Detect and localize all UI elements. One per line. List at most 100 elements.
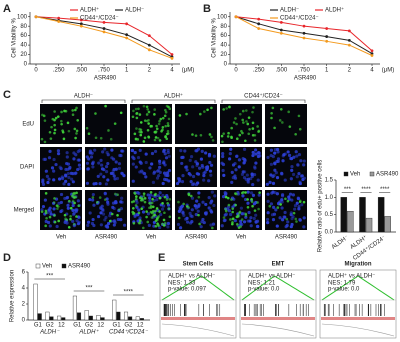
point [302, 24, 306, 28]
cell [158, 225, 162, 230]
cell [241, 118, 245, 122]
cell [112, 206, 116, 211]
cell [67, 129, 71, 133]
cell [290, 198, 294, 202]
cell [163, 152, 167, 156]
cell [91, 217, 95, 222]
cell [65, 195, 70, 200]
x-tick-label: G1 [73, 323, 82, 329]
cell [251, 150, 255, 155]
cell [50, 166, 55, 170]
cell [271, 106, 275, 110]
cell [48, 206, 52, 210]
cell [292, 211, 296, 215]
legend-label: Veh [350, 172, 360, 178]
cell [208, 133, 212, 136]
point [102, 30, 106, 34]
cell [113, 221, 117, 225]
legend-label: ASR490 [376, 172, 399, 178]
group-label: CD44⁺/CD24⁻ [109, 329, 149, 336]
cell [258, 191, 261, 194]
cell [92, 203, 96, 207]
cell [98, 181, 102, 186]
cell [44, 211, 48, 215]
cell [194, 183, 199, 187]
cell [155, 217, 159, 220]
bar [37, 313, 42, 321]
cell [220, 134, 224, 138]
cell [60, 122, 63, 126]
cell [251, 121, 255, 125]
cell [299, 199, 302, 203]
cell [156, 222, 159, 225]
cell [182, 213, 186, 217]
bar [139, 318, 144, 321]
cell [290, 168, 294, 172]
cell [116, 214, 119, 217]
cell [237, 158, 242, 162]
cell [165, 178, 169, 182]
cell [53, 131, 56, 135]
cell [163, 211, 166, 215]
cell [71, 180, 75, 184]
cell [230, 126, 233, 130]
cell [135, 112, 138, 115]
x-tick-label: G1 [113, 323, 122, 329]
cell [209, 210, 214, 214]
cell [59, 200, 63, 205]
cell [56, 149, 61, 153]
cell [144, 175, 148, 179]
cell [273, 151, 277, 155]
group-label: ALDH⁺ [78, 329, 99, 336]
cell [44, 209, 48, 213]
cell [273, 162, 277, 166]
cell [302, 225, 306, 229]
cell [271, 218, 276, 222]
y-axis-label: Relative ratio of edu+ positive cells [318, 160, 324, 253]
cell [300, 203, 304, 207]
cell [272, 173, 276, 177]
cell [148, 206, 151, 210]
cell [85, 181, 90, 185]
rank-bar [321, 317, 395, 320]
cell [165, 132, 169, 136]
cell [166, 150, 170, 155]
cell [195, 163, 199, 168]
cell [230, 136, 233, 140]
cell [231, 207, 235, 210]
cell [245, 120, 248, 123]
cell [45, 216, 48, 220]
cell [85, 167, 90, 171]
cell [74, 195, 77, 199]
bracket [221, 99, 306, 103]
cell [108, 214, 112, 218]
rank-metric [321, 323, 395, 337]
cell [162, 160, 166, 164]
cell [189, 155, 194, 159]
cell [196, 172, 201, 176]
cell [71, 109, 74, 112]
cell [99, 223, 103, 227]
gsea-frame [319, 269, 397, 339]
gsea-title: Stem Cells [183, 262, 214, 268]
cell [235, 122, 238, 126]
point [79, 24, 83, 28]
cell [240, 191, 244, 195]
cell [302, 216, 306, 220]
cell [92, 182, 96, 186]
cell [297, 207, 301, 211]
cell [268, 204, 272, 208]
cell [68, 165, 72, 170]
point [347, 43, 351, 47]
x-tick-label: .250 [253, 68, 265, 74]
cell [149, 204, 153, 208]
point [170, 56, 174, 60]
cell [164, 124, 168, 128]
point [79, 18, 83, 22]
cell [67, 199, 71, 203]
cell [96, 214, 101, 219]
sig-label: **** [361, 187, 371, 193]
cell [62, 137, 66, 141]
cell [283, 215, 287, 219]
gsea-nes: NES: 1.21 [248, 281, 276, 287]
